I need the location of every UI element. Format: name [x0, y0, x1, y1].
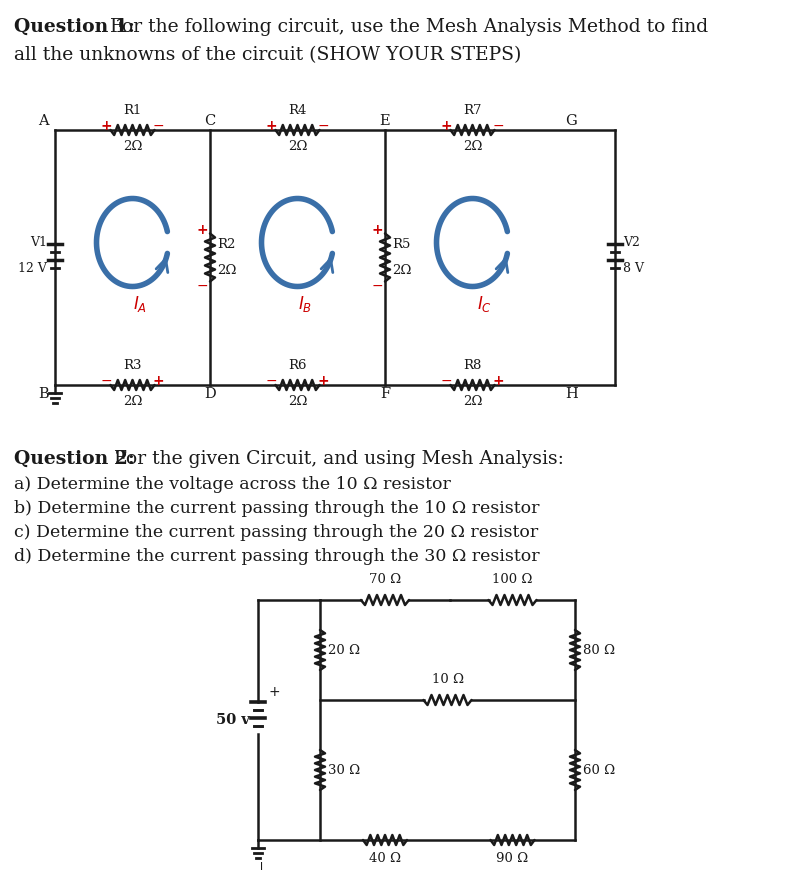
- Text: 20 Ω: 20 Ω: [328, 644, 360, 657]
- Text: For the following circuit, use the Mesh Analysis Method to find: For the following circuit, use the Mesh …: [110, 18, 708, 36]
- Text: a) Determine the voltage across the 10 Ω resistor: a) Determine the voltage across the 10 Ω…: [14, 476, 451, 493]
- Text: 70 Ω: 70 Ω: [369, 573, 401, 586]
- Text: +: +: [318, 374, 330, 388]
- Text: all the unknowns of the circuit (SHOW YOUR STEPS): all the unknowns of the circuit (SHOW YO…: [14, 46, 521, 64]
- Text: $I_A$: $I_A$: [133, 295, 148, 315]
- Text: R7: R7: [463, 104, 482, 117]
- Text: 8 V: 8 V: [623, 261, 644, 275]
- Text: +: +: [153, 374, 164, 388]
- Text: +: +: [266, 119, 277, 133]
- Text: −: −: [266, 374, 277, 388]
- Text: R1: R1: [124, 104, 141, 117]
- Text: 80 Ω: 80 Ω: [583, 644, 615, 657]
- Text: V2: V2: [623, 237, 640, 249]
- Text: 2Ω: 2Ω: [288, 140, 307, 153]
- Text: 100 Ω: 100 Ω: [492, 573, 532, 586]
- Text: R6: R6: [288, 359, 307, 372]
- Text: 90 Ω: 90 Ω: [496, 852, 528, 865]
- Text: R4: R4: [288, 104, 307, 117]
- Text: d) Determine the current passing through the 30 Ω resistor: d) Determine the current passing through…: [14, 548, 540, 565]
- Text: 2Ω: 2Ω: [463, 140, 482, 153]
- Text: +: +: [371, 223, 383, 237]
- Text: For the given Circuit, and using Mesh Analysis:: For the given Circuit, and using Mesh An…: [114, 450, 564, 468]
- Text: 12 V: 12 V: [18, 261, 47, 275]
- Text: +: +: [268, 685, 280, 699]
- Text: +: +: [440, 119, 452, 133]
- Text: −: −: [196, 279, 208, 293]
- Text: 2Ω: 2Ω: [217, 263, 237, 276]
- Text: 2Ω: 2Ω: [288, 395, 307, 408]
- Text: b) Determine the current passing through the 10 Ω resistor: b) Determine the current passing through…: [14, 500, 540, 517]
- Text: 2Ω: 2Ω: [123, 140, 142, 153]
- Text: +: +: [101, 119, 112, 133]
- Text: $I_B$: $I_B$: [298, 295, 313, 315]
- Text: 60 Ω: 60 Ω: [583, 764, 615, 776]
- Text: V1: V1: [30, 237, 47, 249]
- Text: E: E: [380, 114, 390, 128]
- Text: 2Ω: 2Ω: [123, 395, 142, 408]
- Text: 30 Ω: 30 Ω: [328, 764, 360, 776]
- Text: H: H: [565, 387, 578, 401]
- Text: −: −: [101, 374, 112, 388]
- Text: B: B: [38, 387, 49, 401]
- Text: 2Ω: 2Ω: [463, 395, 482, 408]
- Text: R5: R5: [392, 239, 410, 252]
- Text: R3: R3: [124, 359, 141, 372]
- Text: −: −: [493, 119, 504, 133]
- Text: c) Determine the current passing through the 20 Ω resistor: c) Determine the current passing through…: [14, 524, 538, 541]
- Text: −: −: [318, 119, 330, 133]
- Text: R2: R2: [217, 239, 235, 252]
- Text: C: C: [204, 114, 216, 128]
- Text: −: −: [153, 119, 164, 133]
- Text: 50 v: 50 v: [216, 713, 250, 727]
- Text: −: −: [371, 279, 383, 293]
- Text: G: G: [565, 114, 577, 128]
- Text: D: D: [204, 387, 216, 401]
- Text: +: +: [196, 223, 208, 237]
- Text: 2Ω: 2Ω: [392, 263, 411, 276]
- Text: 40 Ω: 40 Ω: [369, 852, 401, 865]
- Text: l: l: [260, 862, 263, 872]
- Text: A: A: [38, 114, 49, 128]
- Text: Question 2:: Question 2:: [14, 450, 135, 468]
- Text: 10 Ω: 10 Ω: [431, 673, 464, 686]
- Text: $I_C$: $I_C$: [477, 295, 492, 315]
- Text: Question 1:: Question 1:: [14, 18, 135, 36]
- Text: F: F: [380, 387, 390, 401]
- Text: +: +: [493, 374, 504, 388]
- Text: −: −: [440, 374, 452, 388]
- Text: R8: R8: [463, 359, 482, 372]
